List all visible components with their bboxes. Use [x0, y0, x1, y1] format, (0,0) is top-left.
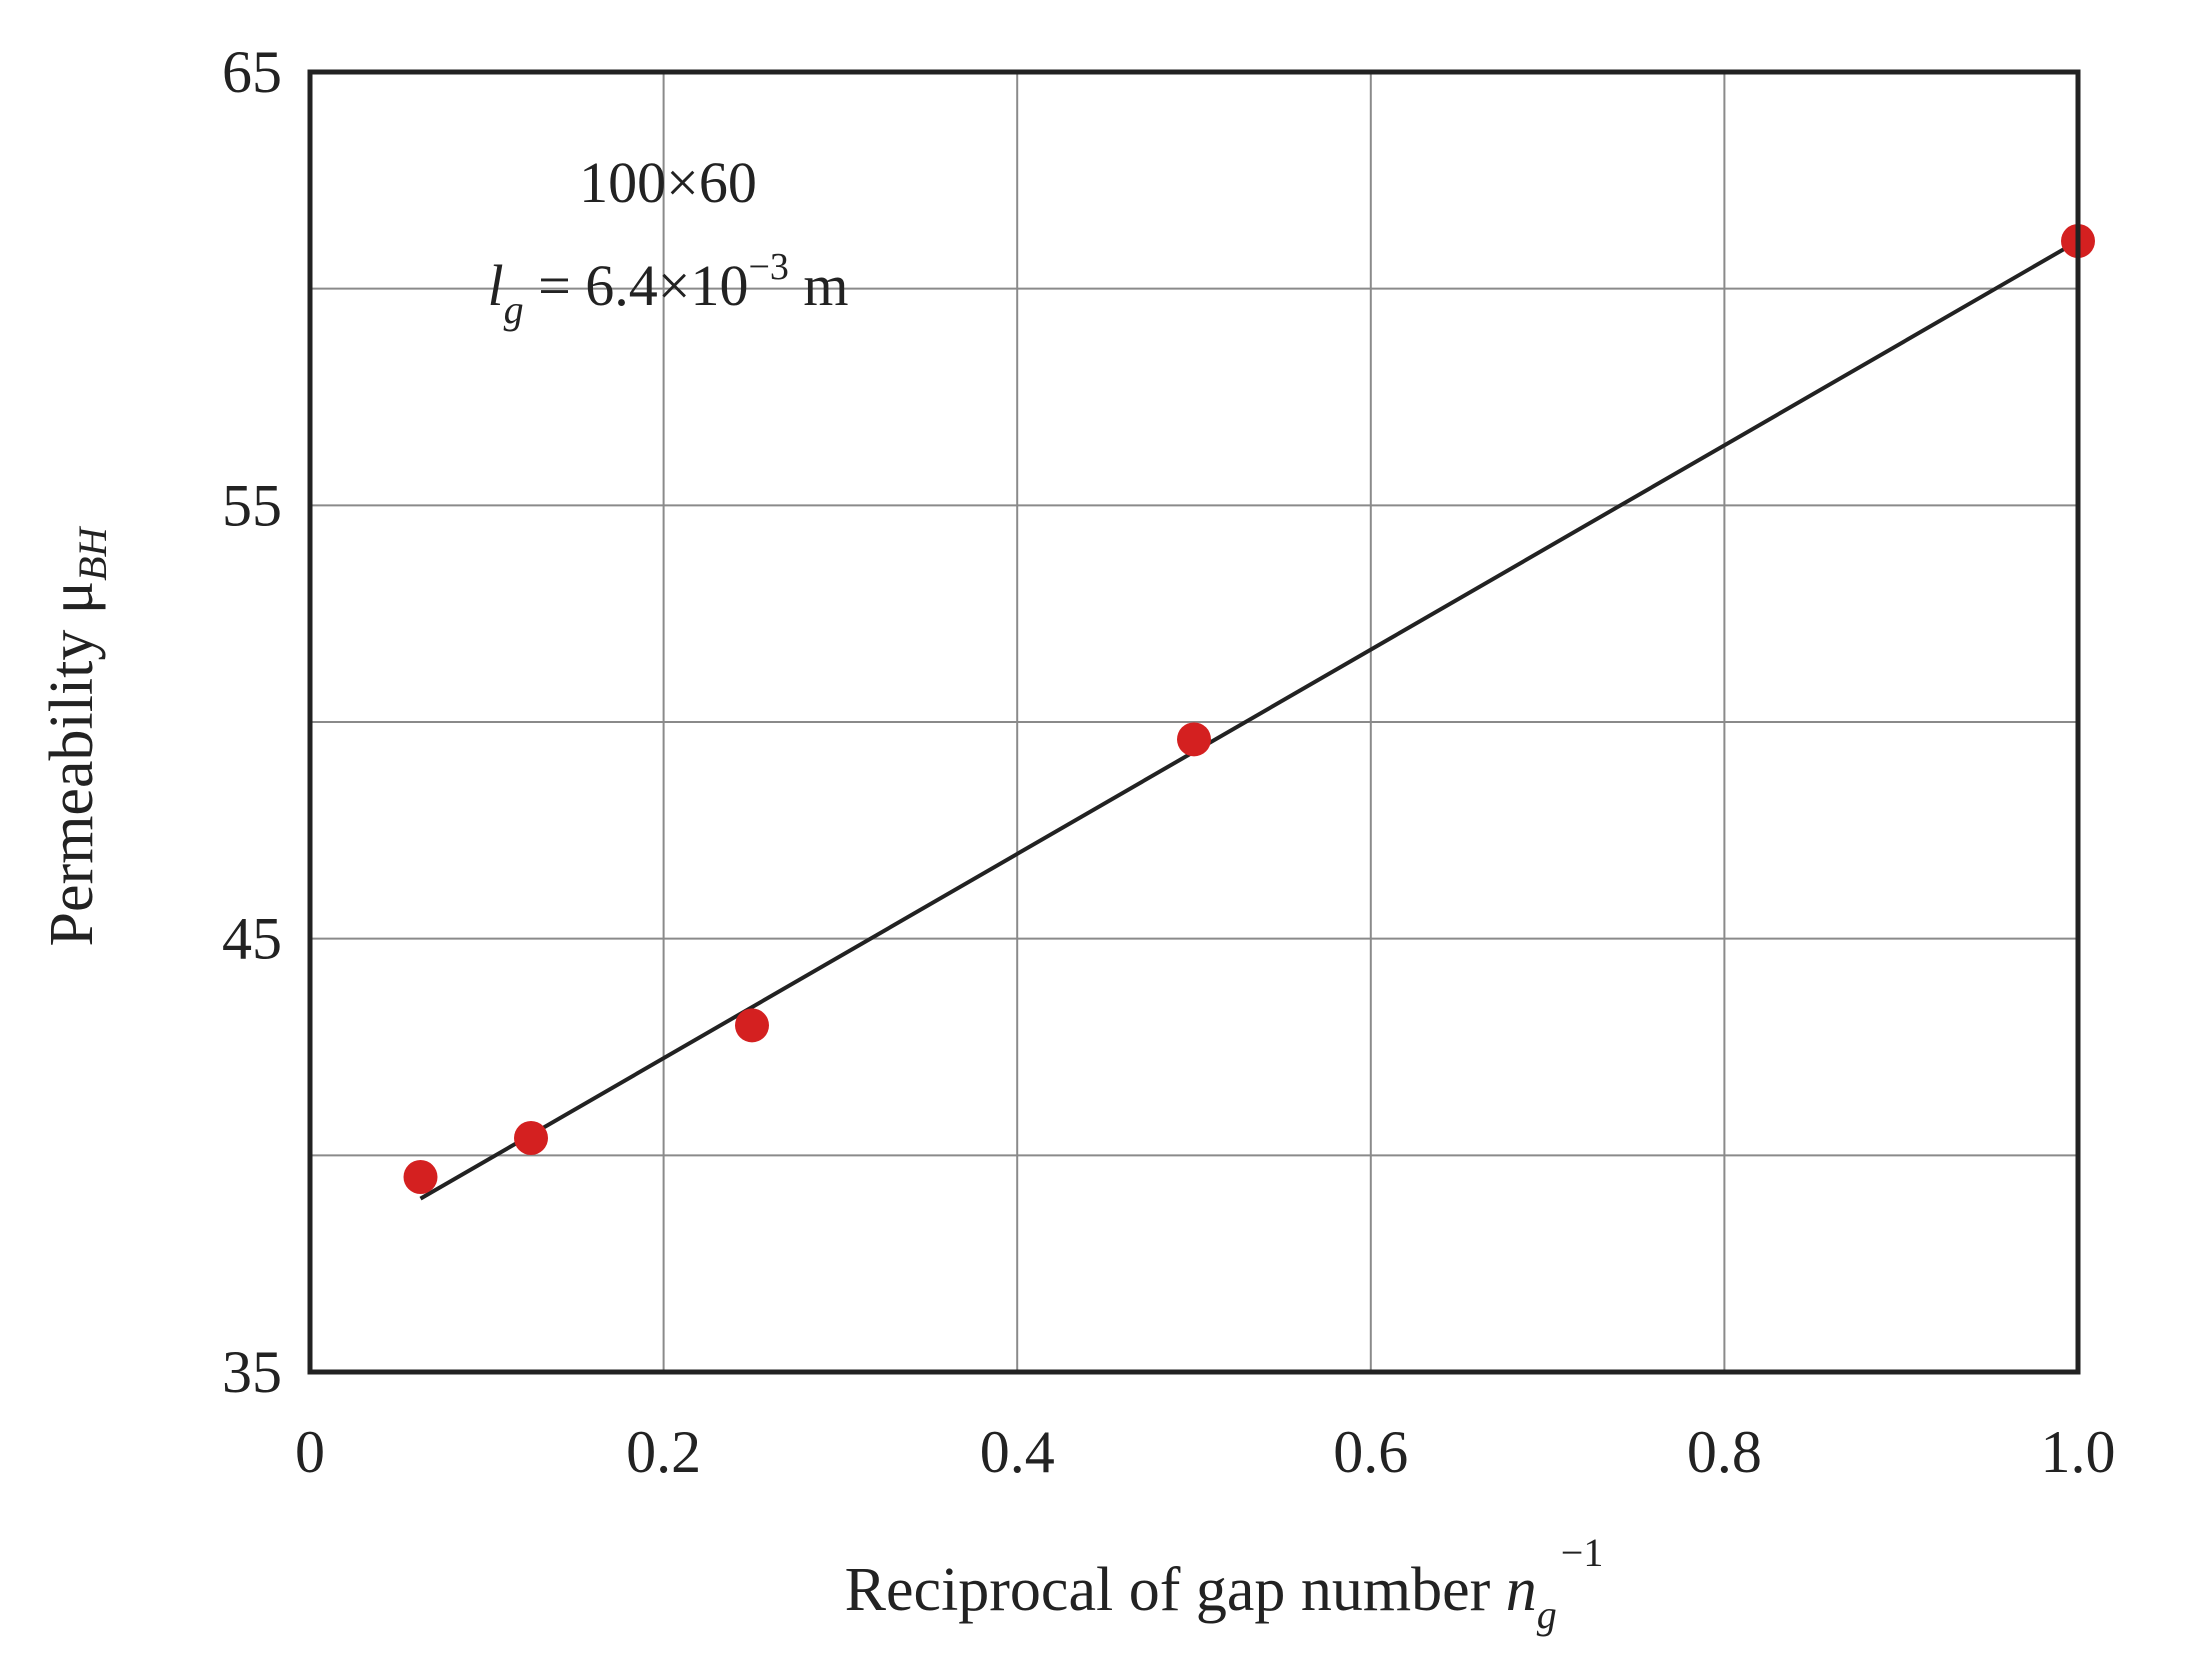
y-axis-label: Permeability μBH	[38, 525, 115, 946]
data-point	[403, 1160, 438, 1194]
data-points	[403, 224, 2095, 1194]
annotation-unit: m	[789, 253, 849, 318]
annotation-line1: 100×60	[579, 150, 757, 215]
y-tick-label: 35	[222, 1339, 282, 1405]
x-tick-label: 0.6	[1333, 1419, 1408, 1485]
y-axis-label-main: Permeability	[38, 614, 106, 946]
grid-lines	[310, 72, 2078, 1372]
data-point	[514, 1121, 548, 1155]
y-tick-label: 45	[222, 906, 282, 972]
plot-frame	[307, 69, 2081, 1375]
y-tick-labels: 35 45 55 65	[222, 39, 282, 1405]
annotation-sub: g	[504, 287, 524, 332]
x-tick-label: 0.2	[626, 1419, 701, 1485]
annotation: 100×60 lg = 6.4×10−3 m	[487, 150, 848, 332]
x-axis-label-main: Reciprocal of gap number	[845, 1556, 1506, 1624]
fit-line	[419, 239, 2080, 1201]
annotation-text: = 6.4×10	[524, 253, 749, 318]
data-point	[735, 1008, 769, 1043]
annotation-line2: lg = 6.4×10−3 m	[487, 246, 848, 332]
y-tick-label: 55	[222, 472, 282, 538]
data-point	[1177, 722, 1211, 757]
y-tick-label: 65	[222, 39, 282, 105]
x-tick-label: 0.8	[1687, 1419, 1762, 1485]
y-axis-label-var: μ	[38, 581, 106, 614]
x-tick-label: 0.4	[980, 1419, 1055, 1485]
x-tick-labels: 0 0.2 0.4 0.6 0.8 1.0	[295, 1419, 2116, 1485]
annotation-var: l	[487, 253, 503, 318]
annotation-sup: −3	[748, 246, 788, 288]
x-tick-label: 0	[295, 1419, 325, 1485]
x-axis-label: Reciprocal of gap number ng−1	[845, 1530, 1604, 1637]
x-tick-label: 1.0	[2041, 1419, 2116, 1485]
x-axis-label-var: n	[1506, 1556, 1537, 1624]
x-axis-label-sup: −1	[1561, 1530, 1604, 1575]
x-axis-label-sub: g	[1537, 1592, 1557, 1637]
y-axis-label-sub: BH	[70, 525, 115, 580]
fit-line-layer	[419, 239, 2080, 1201]
